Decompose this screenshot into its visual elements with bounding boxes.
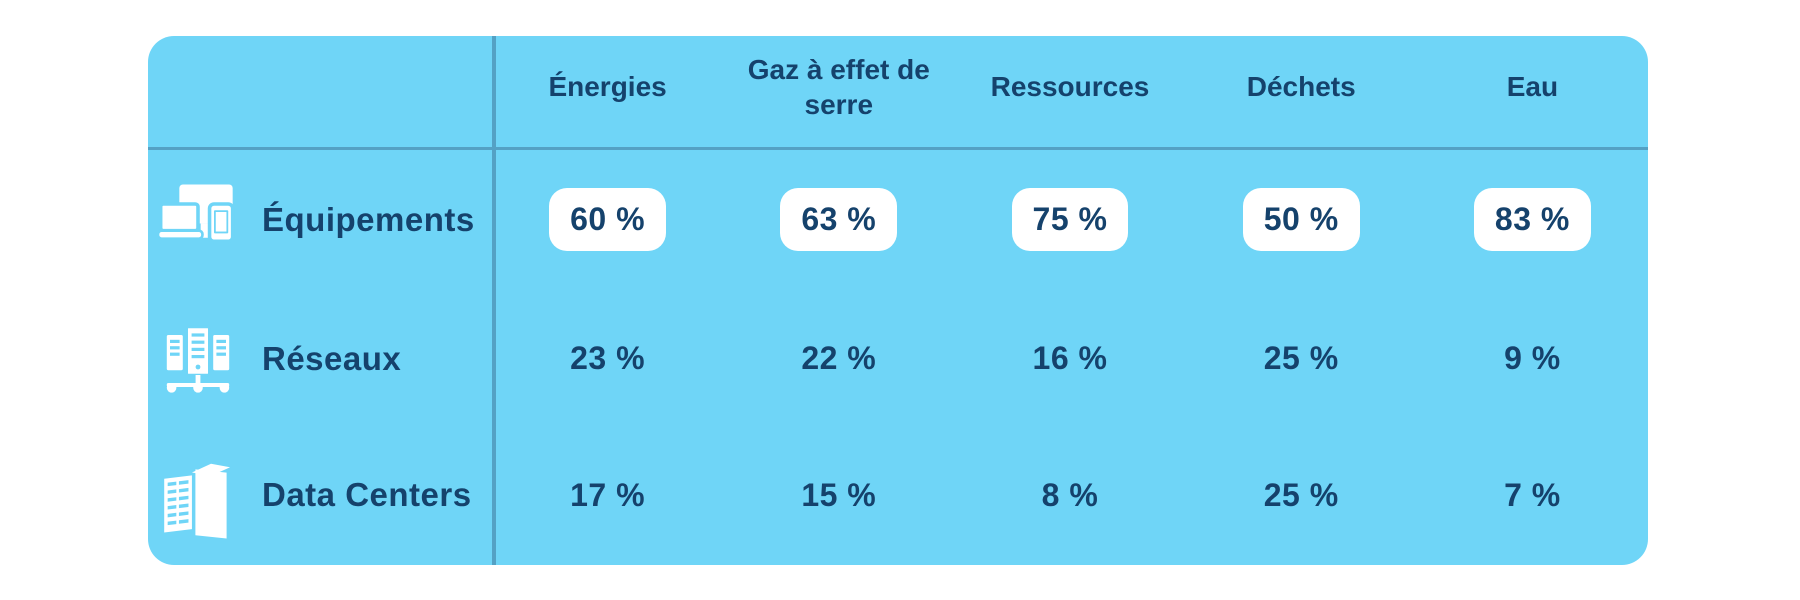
column-header-gaz-effet-serre: Gaz à effet de serre bbox=[723, 36, 954, 147]
network-icon bbox=[158, 318, 238, 400]
row-label-text: Data Centers bbox=[262, 476, 472, 513]
row-label-text: Équipements bbox=[262, 200, 475, 238]
column-header-energies: Énergies bbox=[492, 36, 723, 147]
column-header-label: Eau bbox=[1506, 71, 1559, 102]
cell-datacenters-dechets: 25 % bbox=[1186, 425, 1417, 565]
cell-datacenters-ressources: 8 % bbox=[954, 425, 1185, 565]
horizontal-divider bbox=[148, 147, 1648, 150]
cell-datacenters-eau: 7 % bbox=[1417, 425, 1648, 565]
cell-equipements-ressources: 75 % bbox=[954, 147, 1185, 292]
value-text: 22 % bbox=[801, 340, 877, 376]
column-header-label: Gaz à effet de serre bbox=[747, 53, 930, 120]
value-text: 15 % bbox=[801, 476, 877, 513]
value-pill: 83 % bbox=[1473, 188, 1591, 251]
impact-table-card: Énergies Gaz à effet de serre Ressources… bbox=[148, 36, 1648, 565]
value-pill: 75 % bbox=[1011, 188, 1129, 251]
table-corner-cell bbox=[148, 36, 492, 147]
column-header-label: Déchets bbox=[1246, 71, 1356, 102]
value-pill: 63 % bbox=[780, 188, 898, 251]
value-text: 25 % bbox=[1263, 476, 1339, 513]
row-label-text: Réseaux bbox=[262, 339, 402, 377]
value-text: 17 % bbox=[570, 476, 646, 513]
column-header-label: Ressources bbox=[990, 71, 1150, 102]
cell-reseaux-gaz: 22 % bbox=[723, 292, 954, 425]
impact-table: Énergies Gaz à effet de serre Ressources… bbox=[148, 36, 1648, 565]
cell-equipements-dechets: 50 % bbox=[1186, 147, 1417, 292]
cell-reseaux-ressources: 16 % bbox=[954, 292, 1185, 425]
cell-reseaux-dechets: 25 % bbox=[1186, 292, 1417, 425]
devices-icon bbox=[158, 182, 238, 258]
cell-datacenters-energies: 17 % bbox=[492, 425, 723, 565]
value-pill: 60 % bbox=[549, 188, 667, 251]
row-label-equipements: Équipements bbox=[148, 147, 492, 292]
cell-reseaux-energies: 23 % bbox=[492, 292, 723, 425]
value-pill: 50 % bbox=[1242, 188, 1360, 251]
column-header-ressources: Ressources bbox=[954, 36, 1185, 147]
data-center-icon bbox=[158, 447, 238, 543]
value-text: 23 % bbox=[570, 340, 646, 376]
column-header-eau: Eau bbox=[1417, 36, 1648, 147]
row-label-reseaux: Réseaux bbox=[148, 292, 492, 425]
value-text: 16 % bbox=[1032, 340, 1108, 376]
vertical-divider bbox=[492, 36, 496, 565]
column-header-label: Énergies bbox=[548, 71, 667, 102]
cell-datacenters-gaz: 15 % bbox=[723, 425, 954, 565]
cell-equipements-energies: 60 % bbox=[492, 147, 723, 292]
cell-reseaux-eau: 9 % bbox=[1417, 292, 1648, 425]
value-text: 8 % bbox=[1041, 476, 1099, 513]
column-header-dechets: Déchets bbox=[1186, 36, 1417, 147]
value-text: 9 % bbox=[1504, 340, 1561, 376]
value-text: 25 % bbox=[1263, 340, 1339, 376]
cell-equipements-gaz: 63 % bbox=[723, 147, 954, 292]
value-text: 7 % bbox=[1504, 476, 1561, 513]
cell-equipements-eau: 83 % bbox=[1417, 147, 1648, 292]
row-label-data-centers: Data Centers bbox=[148, 425, 492, 565]
